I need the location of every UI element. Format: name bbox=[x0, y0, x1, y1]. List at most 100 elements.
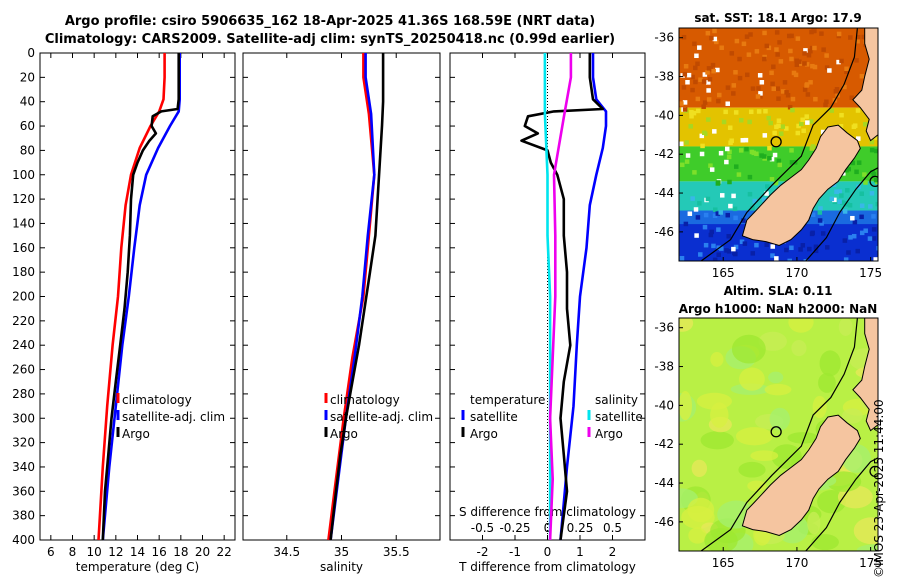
sst-pixel bbox=[809, 45, 815, 51]
sst-pixel bbox=[750, 205, 755, 211]
land-south-island bbox=[741, 124, 861, 247]
x2-tick-label: 0.5 bbox=[603, 521, 622, 535]
sst-pixel bbox=[762, 56, 767, 62]
sst-pixel bbox=[706, 88, 711, 93]
sst-pixel bbox=[873, 257, 878, 261]
y-tick-label: 260 bbox=[12, 363, 35, 377]
sst-pixel bbox=[747, 191, 753, 197]
sla-blob bbox=[731, 334, 766, 364]
sst-pixel bbox=[824, 53, 829, 58]
sst-pixel bbox=[876, 246, 878, 251]
sst-pixel bbox=[804, 114, 809, 119]
sst-pixel bbox=[740, 138, 746, 143]
x-tick-label: 1 bbox=[576, 545, 584, 559]
sst-pixel bbox=[850, 160, 856, 166]
land-north-island bbox=[852, 28, 878, 142]
sst-pixel bbox=[803, 48, 808, 53]
legend-label: satellite bbox=[595, 410, 643, 424]
sst-pixel bbox=[748, 109, 754, 115]
sst-pixel bbox=[808, 48, 813, 54]
sst-pixel bbox=[764, 43, 770, 49]
sst-pixel bbox=[764, 191, 769, 196]
sst-pixel bbox=[723, 109, 728, 115]
sst-pixel bbox=[712, 129, 717, 134]
sst-pixel bbox=[693, 79, 698, 85]
sst-pixel bbox=[768, 120, 773, 126]
sst-pixel bbox=[720, 193, 725, 198]
sst-pixel bbox=[719, 246, 724, 251]
x-tick-label: 22 bbox=[217, 545, 232, 559]
map-frame bbox=[678, 317, 879, 552]
sst-pixel bbox=[712, 28, 717, 34]
sst-pixel bbox=[762, 30, 767, 36]
map-y-tick-label: -38 bbox=[654, 70, 674, 84]
x-tick-label: 12 bbox=[108, 545, 123, 559]
sst-pixel bbox=[694, 53, 699, 59]
legend-title-temperature: temperature bbox=[470, 393, 545, 407]
y-tick-label: 360 bbox=[12, 484, 35, 498]
sst-pixel bbox=[727, 149, 732, 155]
argo-position-marker bbox=[770, 136, 782, 148]
sst-pixel bbox=[754, 151, 759, 157]
sst-pixel bbox=[682, 100, 688, 105]
sst-pixel bbox=[774, 47, 779, 52]
sla-blob bbox=[856, 544, 878, 551]
sst-pixel bbox=[829, 196, 835, 202]
sst-pixel bbox=[684, 140, 689, 145]
y-tick-label: 80 bbox=[20, 143, 35, 157]
sst-pixel bbox=[762, 133, 768, 138]
sst-pixel bbox=[843, 257, 849, 261]
sst-pixel bbox=[689, 109, 694, 115]
sst-pixel bbox=[705, 30, 711, 36]
sst-pixel bbox=[836, 31, 842, 37]
depth-contour-1 bbox=[700, 318, 858, 551]
sla-blob bbox=[758, 331, 787, 351]
sla-blob bbox=[791, 340, 807, 357]
sst-pixel bbox=[685, 153, 691, 158]
y-tick-label: 220 bbox=[12, 314, 35, 328]
sst-pixel bbox=[733, 70, 738, 75]
x-tick-label: 14 bbox=[130, 545, 145, 559]
sst-pixel bbox=[731, 83, 737, 88]
x2-tick-label: -0.25 bbox=[499, 521, 530, 535]
sst-pixel bbox=[710, 62, 716, 68]
sst-pixel bbox=[813, 96, 818, 102]
series-line-argo bbox=[101, 53, 180, 541]
sst-pixel bbox=[839, 112, 844, 118]
sst-pixel bbox=[682, 107, 688, 112]
sst-pixel bbox=[726, 249, 732, 254]
sst-pixel bbox=[726, 234, 731, 239]
sst-pixel bbox=[808, 119, 814, 124]
sst-pixel bbox=[705, 70, 710, 75]
x-axis-label: T difference from climatology bbox=[458, 560, 636, 574]
sst-pixel bbox=[869, 191, 875, 196]
sst-pixel bbox=[803, 259, 809, 261]
sst-pixel bbox=[807, 246, 812, 252]
sst-pixel bbox=[756, 109, 762, 114]
figure-title-line2: Climatology: CARS2009. Satellite-adj cli… bbox=[44, 32, 616, 47]
sst-pixel bbox=[688, 124, 693, 129]
sst-pixel bbox=[780, 89, 786, 94]
sst-pixel bbox=[776, 123, 781, 129]
sst-pixel bbox=[824, 99, 829, 104]
sst-pixel bbox=[827, 68, 832, 73]
sst-pixel bbox=[861, 34, 867, 40]
depth-contour-2 bbox=[805, 167, 878, 261]
sst-pixel bbox=[839, 58, 844, 64]
argo-position-marker bbox=[869, 465, 878, 478]
sst-pixel bbox=[859, 214, 864, 220]
sst-pixel bbox=[684, 159, 690, 164]
sst-pixel bbox=[702, 130, 707, 136]
sst-pixel bbox=[724, 159, 729, 165]
sst-pixel bbox=[755, 94, 761, 99]
map-frame bbox=[678, 27, 879, 262]
sst-pixel bbox=[793, 72, 799, 78]
sla-blob bbox=[787, 432, 819, 444]
sla-blob bbox=[818, 372, 836, 393]
sst-pixel bbox=[797, 59, 802, 64]
sst-pixel bbox=[800, 243, 806, 248]
sst-pixel bbox=[810, 145, 816, 150]
legend-label: satellite-adj. clim bbox=[122, 410, 225, 424]
sst-pixel bbox=[802, 61, 807, 66]
sst-pixel bbox=[739, 239, 745, 244]
